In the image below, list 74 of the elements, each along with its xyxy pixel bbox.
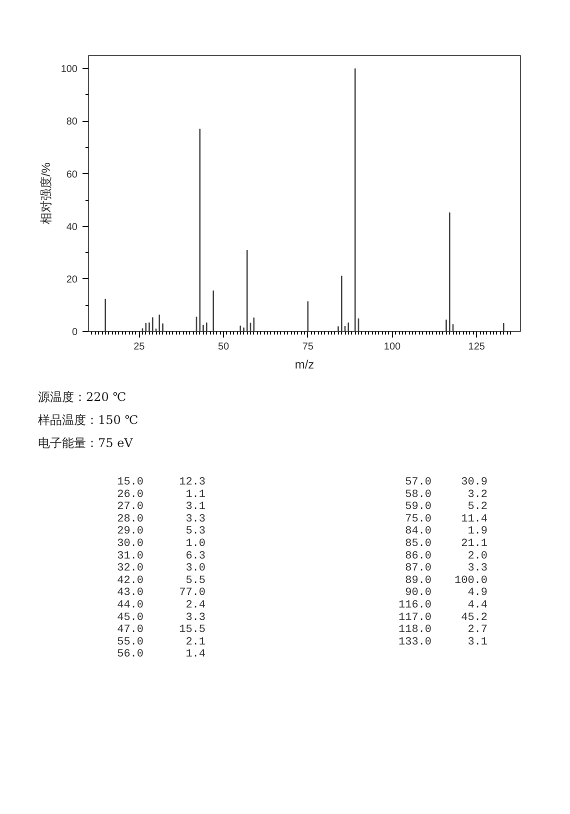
text: 56.0 (117, 648, 144, 661)
y-tick-label: 40 (66, 222, 78, 233)
text: 59.0 (405, 501, 432, 514)
text: 117.0 (398, 612, 432, 624)
text: 3.3 (468, 562, 488, 575)
text: 87.0 (405, 562, 432, 575)
text: 4.9 (468, 587, 488, 600)
text: 1.4 (186, 648, 206, 661)
text: 2.0 (468, 550, 488, 562)
y-tick-label: 0 (72, 327, 78, 338)
text: 3.3 (186, 513, 206, 526)
text: 28.0 (117, 513, 144, 526)
text: 57.0 (405, 476, 432, 488)
y-tick-label: 100 (60, 64, 78, 76)
x-tick-label: 100 (384, 342, 402, 352)
text: 4.4 (468, 600, 488, 612)
x-tick-label: 25 (134, 342, 146, 352)
text: 77.0 (179, 587, 206, 600)
y-tick-label: 80 (66, 116, 78, 128)
text: 样品温度：150 ℃ (38, 412, 138, 429)
y-tick-label: 20 (66, 274, 78, 286)
text: 15.5 (179, 624, 206, 636)
text: 45.2 (461, 612, 488, 624)
text: 31.0 (117, 550, 144, 562)
text: 21.1 (461, 538, 488, 550)
text: 85.0 (405, 538, 432, 550)
text: 5.2 (468, 501, 488, 514)
text: 3.2 (468, 488, 488, 501)
text: 1.9 (468, 526, 488, 538)
text: 90.0 (405, 587, 432, 600)
text: 源温度：220 ℃ (38, 389, 128, 406)
text: 43.0 (117, 587, 144, 600)
text: 电子能量：75 eV (38, 435, 134, 452)
text: 1.0 (186, 538, 206, 550)
text: 2.4 (186, 600, 206, 612)
text: 32.0 (117, 562, 144, 575)
text: 3.3 (186, 612, 206, 624)
x-tick-label: 50 (218, 342, 230, 352)
x-axis-title: m/z (294, 358, 314, 372)
text: 2.1 (186, 636, 206, 648)
text: 116.0 (398, 600, 432, 612)
text: 58.0 (405, 488, 432, 501)
text: 89.0 (405, 574, 432, 587)
text: 5.3 (186, 526, 206, 538)
text: 27.0 (117, 501, 144, 514)
text: 11.4 (461, 513, 488, 526)
text: 5.5 (186, 574, 206, 587)
x-tick-label: 75 (302, 342, 314, 352)
text: 133.0 (398, 636, 432, 648)
text: 100.0 (454, 574, 488, 587)
y-axis-title: 相对强度/% (38, 162, 53, 224)
text: 42.0 (117, 574, 144, 587)
text: 2.7 (468, 624, 488, 636)
text: 47.0 (117, 624, 144, 636)
text: 29.0 (117, 526, 144, 538)
text: 84.0 (405, 526, 432, 538)
text: 6.3 (186, 550, 206, 562)
text: 3.0 (186, 562, 206, 575)
text: 15.0 (117, 476, 144, 488)
text: 55.0 (117, 636, 144, 648)
text: 118.0 (398, 624, 432, 636)
text: 3.1 (186, 501, 206, 514)
text: 1.1 (186, 488, 206, 501)
text: 3.1 (468, 636, 488, 648)
text: 45.0 (117, 612, 144, 624)
text: 30.9 (461, 476, 488, 488)
text: 12.3 (179, 476, 206, 488)
text: 44.0 (117, 600, 144, 612)
text: 30.0 (117, 538, 144, 550)
text: 86.0 (405, 550, 432, 562)
text: 75.0 (405, 513, 432, 526)
x-tick-label: 125 (468, 342, 486, 352)
text: 26.0 (117, 488, 144, 501)
y-tick-label: 60 (66, 169, 78, 180)
